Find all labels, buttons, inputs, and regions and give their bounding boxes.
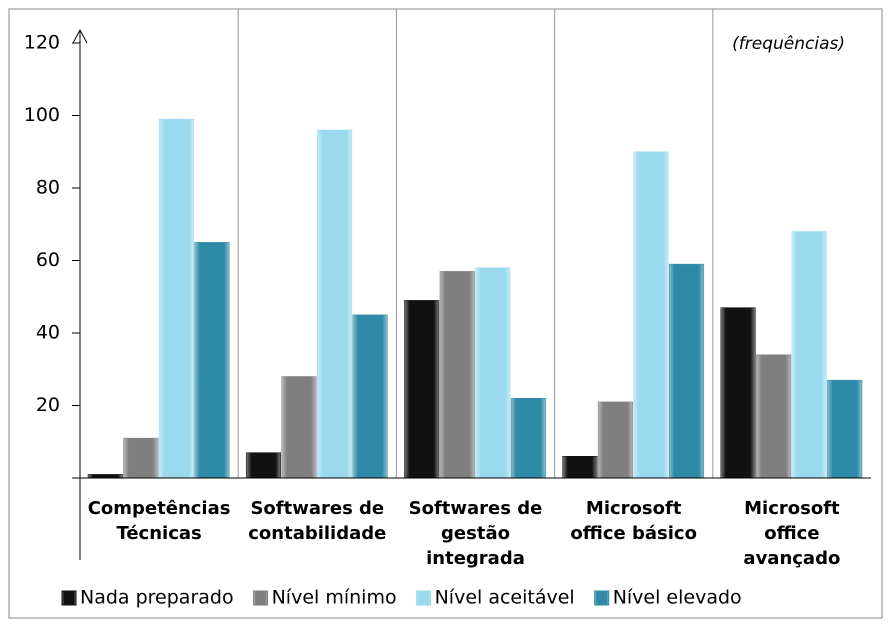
bar xyxy=(194,242,230,479)
bar xyxy=(756,354,792,479)
bar xyxy=(281,376,317,479)
x-tick-label: Microsoft office básico xyxy=(570,498,697,544)
y-tick-label: 100 xyxy=(24,104,60,126)
x-tick-label: Microsoft office avançado xyxy=(743,498,841,569)
bar xyxy=(404,300,440,479)
legend-swatch xyxy=(416,590,432,606)
bar xyxy=(317,129,353,479)
bar xyxy=(720,307,756,479)
bar xyxy=(633,151,669,479)
legend-label: Nível elevado xyxy=(613,587,742,609)
legend-swatch xyxy=(594,590,610,606)
bar xyxy=(475,267,511,479)
y-tick-label: 20 xyxy=(36,394,60,416)
y-tick-label: 60 xyxy=(36,249,60,271)
legend-label: Nível mínimo xyxy=(272,587,397,609)
y-tick-label: 80 xyxy=(36,177,60,199)
bar xyxy=(827,379,863,479)
bar xyxy=(87,474,123,479)
y-tick-label: 120 xyxy=(24,32,60,54)
bar xyxy=(439,271,475,479)
bar xyxy=(158,118,194,479)
x-tick-label: Softwares de gestão integrada xyxy=(408,498,543,569)
x-tick-label: Competências Técnicas xyxy=(87,498,231,544)
annotation: (frequências) xyxy=(732,34,845,54)
bar xyxy=(791,231,827,479)
bar xyxy=(510,398,546,479)
bar xyxy=(669,263,705,479)
y-axis-arrow xyxy=(72,28,88,44)
legend-swatch xyxy=(61,590,77,606)
bar xyxy=(597,401,633,479)
bar xyxy=(245,452,281,479)
x-tick-label: Softwares de contabilidade xyxy=(248,498,387,544)
y-tick-label: 40 xyxy=(36,322,60,344)
bar xyxy=(123,437,159,479)
bar xyxy=(352,314,388,479)
legend-label: Nada preparado xyxy=(80,587,234,609)
bar xyxy=(562,456,598,479)
legend-swatch xyxy=(253,590,269,606)
legend-label: Nível aceitável xyxy=(435,587,575,609)
